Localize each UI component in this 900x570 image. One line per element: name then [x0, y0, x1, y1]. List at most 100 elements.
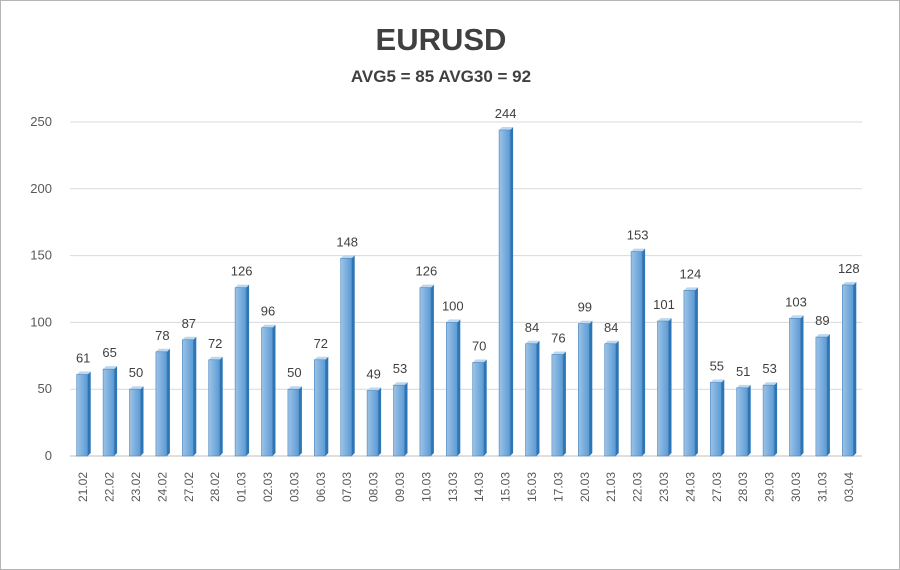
data-label: 87 — [182, 316, 196, 331]
y-tick-label: 150 — [30, 248, 52, 263]
bar-23.02 — [129, 386, 144, 457]
chart-title: EURUSD — [376, 22, 507, 57]
bar-side — [457, 319, 461, 456]
x-tick-label: 24.03 — [683, 472, 697, 502]
bar-top — [763, 382, 778, 386]
bar-side — [404, 382, 408, 456]
data-label: 126 — [416, 264, 438, 279]
bar-side — [668, 318, 672, 456]
bar-side — [800, 315, 804, 456]
bar-23.03 — [657, 318, 672, 457]
bar-front — [736, 387, 749, 457]
bar-top — [261, 324, 276, 328]
bar-front — [709, 382, 722, 457]
x-tick-label: 03.04 — [842, 472, 856, 502]
data-label: 72 — [314, 336, 328, 351]
bar-top — [129, 386, 144, 390]
bar-top — [657, 318, 672, 322]
bar-top — [578, 320, 593, 324]
bar-side — [589, 320, 593, 456]
chart-subtitle: AVG5 = 85 AVG30 = 92 — [351, 67, 531, 86]
bar-top — [789, 315, 804, 319]
bars — [76, 127, 857, 457]
bar-22.02 — [102, 366, 118, 457]
bar-front — [182, 339, 194, 457]
x-tick-label: 31.03 — [815, 472, 829, 502]
x-tick-label: 27.03 — [710, 472, 724, 502]
data-label: 244 — [495, 106, 517, 121]
x-tick-label: 28.03 — [736, 472, 750, 502]
data-label: 55 — [710, 359, 724, 374]
gridlines — [70, 121, 862, 457]
bar-07.03 — [340, 255, 355, 457]
bar-front — [366, 390, 379, 457]
x-tick-label: 22.03 — [631, 472, 645, 502]
x-tick-label: 29.03 — [763, 472, 777, 502]
bar-front — [313, 359, 326, 457]
bar-front — [657, 320, 669, 457]
x-tick-label: 02.03 — [261, 472, 275, 502]
bar-08.03 — [366, 387, 382, 457]
x-tick-label: 20.03 — [578, 472, 592, 502]
data-label: 103 — [785, 294, 807, 309]
bar-front — [393, 384, 405, 457]
data-label: 89 — [815, 313, 829, 328]
data-label: 84 — [525, 320, 539, 335]
bar-front — [287, 388, 300, 457]
bar-side — [562, 351, 566, 456]
data-label: 99 — [578, 300, 592, 315]
x-tick-label: 28.02 — [208, 472, 222, 502]
bar-top — [842, 281, 857, 285]
data-label: 76 — [551, 330, 565, 345]
bar-side — [351, 255, 355, 456]
x-tick-label: 22.02 — [103, 472, 117, 502]
bar-03.04 — [841, 281, 857, 457]
bar-side — [246, 284, 250, 456]
bar-side — [615, 340, 619, 456]
x-tick-label: 07.03 — [340, 472, 354, 502]
bar-side — [193, 336, 197, 456]
bar-top — [683, 287, 698, 291]
data-label: 70 — [472, 338, 486, 353]
bar-24.02 — [155, 348, 170, 457]
bar-front — [762, 384, 775, 457]
bar-top — [340, 255, 355, 259]
bar-front — [340, 257, 353, 457]
bar-front — [630, 251, 643, 457]
x-tick-label: 27.02 — [182, 472, 196, 502]
x-tick-label: 24.02 — [155, 472, 169, 502]
data-label: 53 — [762, 361, 776, 376]
bar-top — [314, 356, 329, 360]
bar-side — [430, 284, 434, 456]
x-tick-label: 23.02 — [129, 472, 143, 502]
bar-28.03 — [736, 384, 751, 457]
bar-top — [710, 379, 725, 383]
bar-31.03 — [815, 334, 830, 457]
data-label: 49 — [366, 367, 380, 382]
bar-side — [826, 334, 830, 456]
bar-front — [551, 354, 564, 457]
data-label: 101 — [653, 297, 675, 312]
bar-front — [208, 359, 220, 457]
x-tick-label: 09.03 — [393, 472, 407, 502]
bar-front — [102, 368, 115, 457]
bar-front — [683, 290, 696, 457]
bar-top — [182, 336, 197, 340]
bar-17.03 — [551, 351, 566, 457]
bar-27.03 — [709, 379, 725, 457]
bar-top — [76, 371, 91, 375]
bar-16.03 — [525, 340, 540, 457]
bar-front — [472, 362, 485, 457]
bar-side — [166, 348, 170, 456]
bar-01.03 — [234, 284, 250, 457]
bar-front — [604, 343, 617, 457]
x-tick-label: 06.03 — [314, 472, 328, 502]
bar-side — [219, 356, 223, 456]
data-labels: 61 65 50 78 87 72 126 96 50 72 148 49 53 126 100 70 244 8… — [76, 106, 860, 382]
data-label: 153 — [627, 228, 649, 243]
bar-10.03 — [419, 284, 434, 457]
bar-side — [298, 386, 302, 456]
bar-top — [103, 366, 118, 370]
x-tick-label: 03.03 — [287, 472, 301, 502]
